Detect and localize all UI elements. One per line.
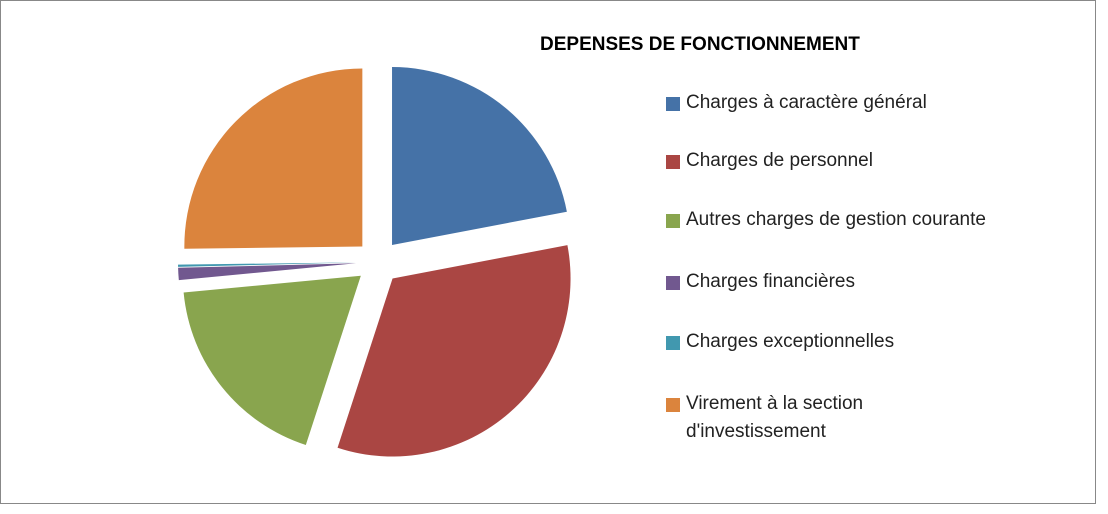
pie-slice <box>178 263 357 281</box>
legend-label: Charges à caractère général <box>686 92 927 113</box>
legend-item: Charges financières <box>666 271 855 296</box>
pie-slice <box>392 67 567 246</box>
legend-label: Autres charges de gestion courante <box>686 209 986 230</box>
chart-frame <box>0 0 1096 504</box>
legend-item: Autres charges de gestion courante <box>666 209 986 234</box>
legend-swatch <box>666 155 680 169</box>
legend-item: Charges de personnel <box>666 150 873 175</box>
pie-slice <box>337 245 571 457</box>
legend-swatch <box>666 336 680 350</box>
legend-swatch <box>666 214 680 228</box>
legend-label: Charges financières <box>686 271 855 292</box>
pie-slice <box>183 275 361 446</box>
legend-label: Charges exceptionnelles <box>686 331 895 352</box>
legend-swatch <box>666 398 680 412</box>
legend-label: Virement à la section d'investissement <box>686 393 864 442</box>
legend-item: Virement à la section d'investissement <box>666 393 946 446</box>
legend-label: Charges de personnel <box>686 150 873 171</box>
legend-item: Charges à caractère général <box>666 92 927 117</box>
pie-slice <box>178 262 357 267</box>
chart-title: DEPENSES DE FONCTIONNEMENT <box>540 34 860 55</box>
pie-slice <box>184 68 363 249</box>
legend-swatch <box>666 276 680 290</box>
legend-item: Charges exceptionnelles <box>666 331 894 356</box>
legend-swatch <box>666 97 680 111</box>
